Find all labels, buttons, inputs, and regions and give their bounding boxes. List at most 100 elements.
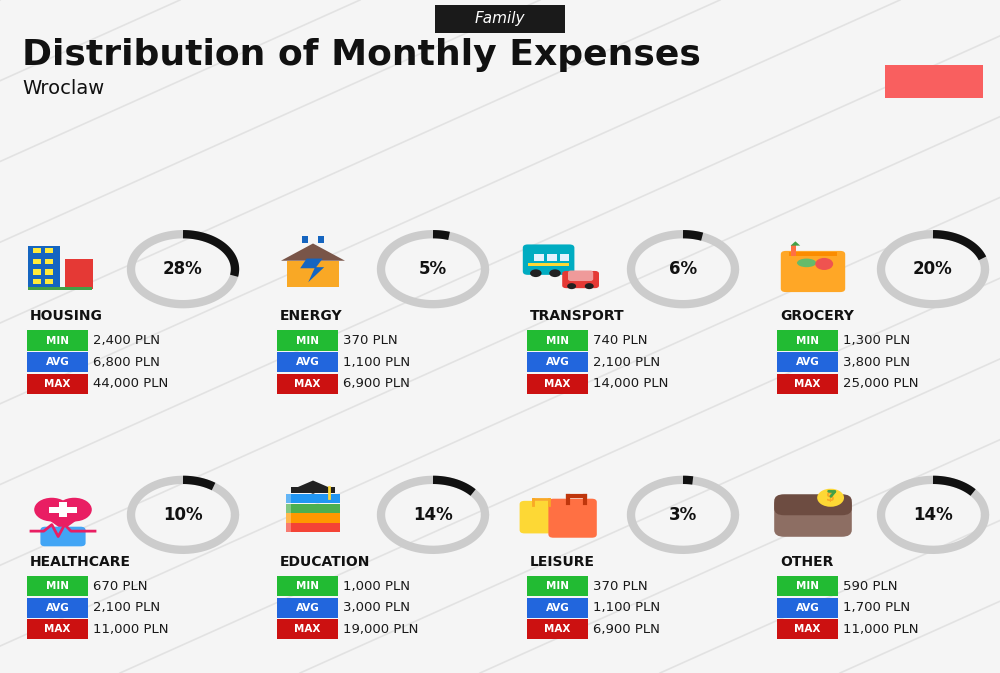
Text: 20%: 20% [913, 260, 953, 278]
Text: 10%: 10% [163, 506, 203, 524]
Polygon shape [300, 258, 324, 282]
FancyBboxPatch shape [774, 497, 852, 537]
FancyBboxPatch shape [527, 374, 588, 394]
FancyBboxPatch shape [777, 352, 838, 372]
Text: MAX: MAX [544, 625, 571, 634]
Text: MIN: MIN [296, 336, 319, 345]
FancyBboxPatch shape [45, 248, 53, 253]
Text: 2,400 PLN: 2,400 PLN [93, 334, 160, 347]
Ellipse shape [797, 258, 816, 267]
Text: 5%: 5% [419, 260, 447, 278]
Text: 2,100 PLN: 2,100 PLN [93, 601, 160, 614]
FancyBboxPatch shape [302, 236, 308, 244]
Text: 370 PLN: 370 PLN [593, 579, 648, 593]
FancyBboxPatch shape [286, 504, 340, 513]
FancyBboxPatch shape [520, 501, 562, 534]
Text: 44,000 PLN: 44,000 PLN [93, 377, 168, 390]
FancyBboxPatch shape [560, 254, 569, 260]
Text: 2,100 PLN: 2,100 PLN [593, 355, 660, 369]
Text: MIN: MIN [546, 336, 569, 345]
FancyBboxPatch shape [286, 494, 340, 503]
FancyBboxPatch shape [777, 576, 838, 596]
Text: MAX: MAX [44, 625, 71, 634]
Text: AVG: AVG [546, 357, 569, 367]
Text: $: $ [826, 491, 835, 504]
Text: 25,000 PLN: 25,000 PLN [843, 377, 919, 390]
Circle shape [34, 498, 69, 522]
Text: 1,700 PLN: 1,700 PLN [843, 601, 910, 614]
Circle shape [530, 269, 542, 277]
Text: MAX: MAX [544, 379, 571, 388]
FancyBboxPatch shape [286, 504, 291, 513]
FancyBboxPatch shape [286, 513, 340, 522]
Text: 19,000 PLN: 19,000 PLN [343, 623, 418, 636]
Text: 11,000 PLN: 11,000 PLN [843, 623, 919, 636]
Text: 14%: 14% [913, 506, 953, 524]
Text: MIN: MIN [46, 581, 69, 591]
FancyBboxPatch shape [777, 619, 838, 639]
Text: LEISURE: LEISURE [530, 555, 595, 569]
Text: EDUCATION: EDUCATION [280, 555, 370, 569]
FancyBboxPatch shape [885, 65, 983, 98]
Polygon shape [791, 242, 800, 246]
Text: Wroclaw: Wroclaw [22, 79, 104, 98]
FancyBboxPatch shape [777, 598, 838, 618]
Text: MAX: MAX [44, 379, 71, 388]
Text: 14,000 PLN: 14,000 PLN [593, 377, 668, 390]
FancyBboxPatch shape [527, 330, 588, 351]
FancyBboxPatch shape [33, 279, 41, 285]
Text: Distribution of Monthly Expenses: Distribution of Monthly Expenses [22, 38, 701, 72]
Text: Family: Family [475, 11, 525, 26]
FancyBboxPatch shape [791, 244, 796, 256]
Circle shape [549, 269, 561, 277]
Text: 3,800 PLN: 3,800 PLN [843, 355, 910, 369]
FancyBboxPatch shape [27, 576, 88, 596]
FancyBboxPatch shape [33, 269, 41, 275]
FancyBboxPatch shape [28, 246, 60, 289]
FancyBboxPatch shape [45, 279, 53, 285]
Text: 3%: 3% [669, 506, 697, 524]
FancyBboxPatch shape [781, 251, 845, 292]
FancyBboxPatch shape [527, 352, 588, 372]
Text: HEALTHCARE: HEALTHCARE [30, 555, 131, 569]
FancyBboxPatch shape [45, 269, 53, 275]
FancyBboxPatch shape [286, 523, 340, 532]
FancyBboxPatch shape [548, 499, 597, 538]
Text: MAX: MAX [794, 379, 821, 388]
Circle shape [57, 498, 92, 522]
Text: 11,000 PLN: 11,000 PLN [93, 623, 168, 636]
Text: 1,000 PLN: 1,000 PLN [343, 579, 410, 593]
FancyBboxPatch shape [291, 487, 335, 493]
FancyBboxPatch shape [277, 598, 338, 618]
Text: MAX: MAX [794, 625, 821, 634]
FancyBboxPatch shape [33, 248, 41, 253]
Text: AVG: AVG [46, 357, 69, 367]
FancyBboxPatch shape [523, 244, 574, 275]
FancyBboxPatch shape [277, 576, 338, 596]
Text: 370 PLN: 370 PLN [343, 334, 398, 347]
FancyBboxPatch shape [277, 352, 338, 372]
Text: MAX: MAX [294, 379, 321, 388]
FancyBboxPatch shape [534, 254, 544, 260]
FancyBboxPatch shape [318, 236, 324, 244]
Text: GROCERY: GROCERY [780, 310, 854, 323]
Text: 6,900 PLN: 6,900 PLN [593, 623, 660, 636]
Polygon shape [36, 511, 90, 530]
FancyBboxPatch shape [45, 258, 53, 264]
FancyBboxPatch shape [547, 254, 557, 260]
FancyBboxPatch shape [527, 576, 588, 596]
FancyBboxPatch shape [277, 619, 338, 639]
FancyBboxPatch shape [49, 507, 77, 513]
Circle shape [567, 283, 576, 289]
Text: 590 PLN: 590 PLN [843, 579, 898, 593]
Text: MIN: MIN [296, 581, 319, 591]
Text: AVG: AVG [796, 603, 819, 612]
Text: AVG: AVG [46, 603, 69, 612]
FancyBboxPatch shape [789, 252, 837, 256]
Text: AVG: AVG [796, 357, 819, 367]
FancyBboxPatch shape [287, 260, 339, 287]
Circle shape [817, 489, 844, 507]
FancyBboxPatch shape [27, 619, 88, 639]
FancyBboxPatch shape [65, 258, 93, 289]
Text: 3,000 PLN: 3,000 PLN [343, 601, 410, 614]
